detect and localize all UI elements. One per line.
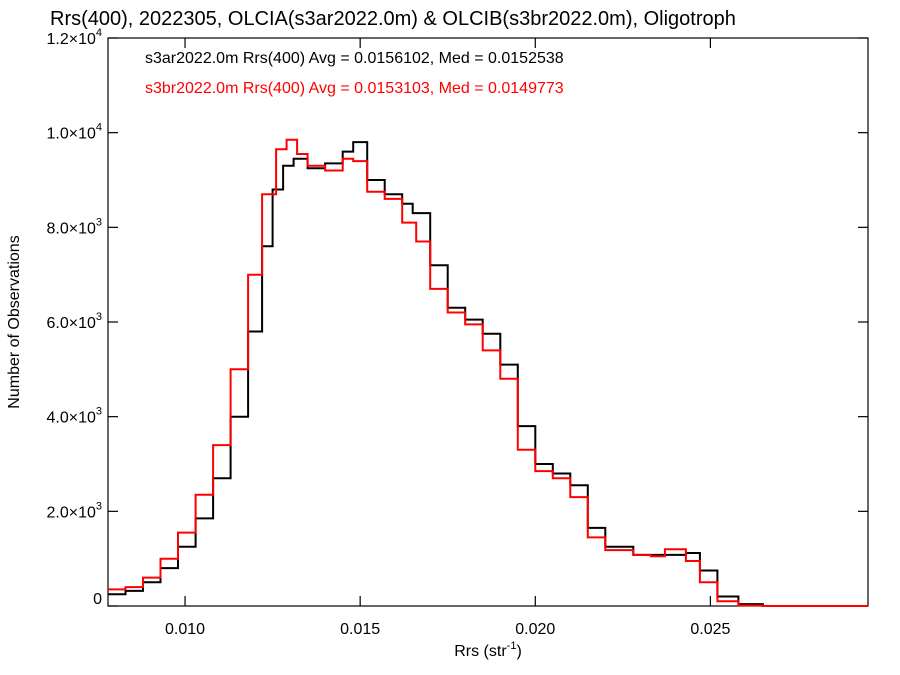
- series-lines: [108, 138, 868, 607]
- y-tick-label-sup-4: 3: [96, 216, 102, 228]
- plot-area: 02.0×1034.0×1036.0×1038.0×1031.0×1041.2×…: [46, 27, 869, 638]
- y-tick-label-0: 0: [93, 591, 102, 608]
- legend-entry-s3br: s3br2022.0m Rrs(400) Avg = 0.0153103, Me…: [145, 80, 564, 97]
- x-tick-label-1: 0.015: [340, 621, 380, 638]
- y-tick-label-4: 8.0×103: [46, 216, 102, 237]
- y-tick-label-2: 4.0×103: [46, 406, 102, 427]
- series-line-1: [108, 138, 868, 607]
- y-tick-label-1: 2.0×103: [46, 500, 102, 521]
- y-tick-label-sup-6: 4: [96, 27, 102, 39]
- y-tick-label-text-2: 4.0×10: [46, 410, 95, 427]
- series-line-0: [108, 141, 868, 607]
- y-tick-label-sup-3: 3: [96, 311, 102, 323]
- y-tick-label-6: 1.2×104: [46, 27, 102, 48]
- chart-title: Rrs(400), 2022305, OLCIA(s3ar2022.0m) & …: [50, 8, 736, 30]
- y-tick-label-text-6: 1.2×10: [46, 31, 95, 48]
- y-tick-label-text-4: 8.0×10: [46, 220, 95, 237]
- x-axis-label-close: ): [516, 643, 521, 660]
- x-axis-label-text: Rrs (str: [454, 643, 507, 660]
- y-tick-label-text-0: 0: [93, 591, 102, 608]
- x-tick-label-2: 0.020: [515, 621, 555, 638]
- x-axis-ticks: 0.010 0.015 0.020 0.025: [165, 38, 731, 638]
- y-tick-label-sup-5: 4: [96, 122, 102, 134]
- y-tick-label-sup-2: 3: [96, 406, 102, 418]
- x-axis-label-superscript: -1: [507, 640, 517, 652]
- legend-entry-s3ar: s3ar2022.0m Rrs(400) Avg = 0.0156102, Me…: [145, 50, 564, 67]
- y-axis-label: Number of Observations: [6, 235, 23, 408]
- plot-frame: [107, 37, 869, 607]
- y-tick-label-sup-1: 3: [96, 500, 102, 512]
- y-tick-label-3: 6.0×103: [46, 311, 102, 332]
- y-tick-label-text-1: 2.0×10: [46, 504, 95, 521]
- y-axis-ticks: 02.0×1034.0×1036.0×1038.0×1031.0×1041.2×…: [46, 27, 868, 608]
- x-tick-label-3: 0.025: [690, 621, 730, 638]
- y-tick-label-text-3: 6.0×10: [46, 315, 95, 332]
- y-tick-label-5: 1.0×104: [46, 122, 102, 143]
- y-tick-label-text-5: 1.0×10: [46, 126, 95, 143]
- x-axis-label: Rrs (str-1): [454, 640, 522, 660]
- x-tick-label-0: 0.010: [165, 621, 205, 638]
